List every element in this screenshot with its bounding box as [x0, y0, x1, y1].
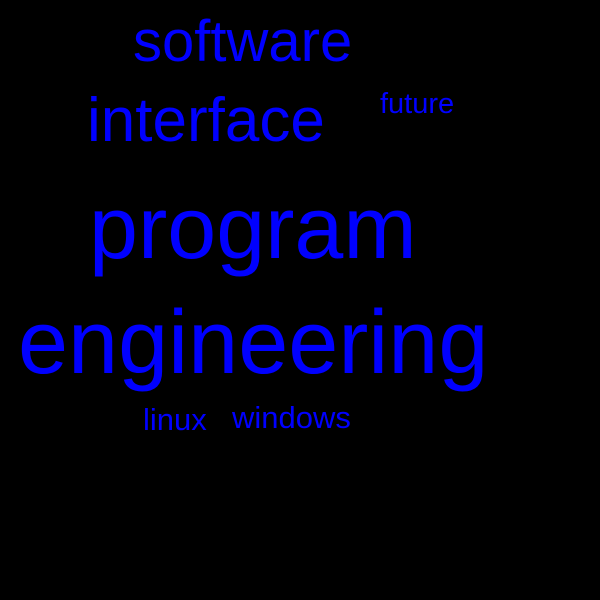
- word-program: program: [89, 178, 417, 277]
- word-future: future: [380, 88, 455, 120]
- word-interface: interface: [87, 86, 325, 155]
- word-engineering: engineering: [18, 293, 489, 393]
- word-linux: linux: [143, 402, 207, 437]
- word-software: software: [133, 9, 353, 74]
- word-windows: windows: [232, 400, 351, 435]
